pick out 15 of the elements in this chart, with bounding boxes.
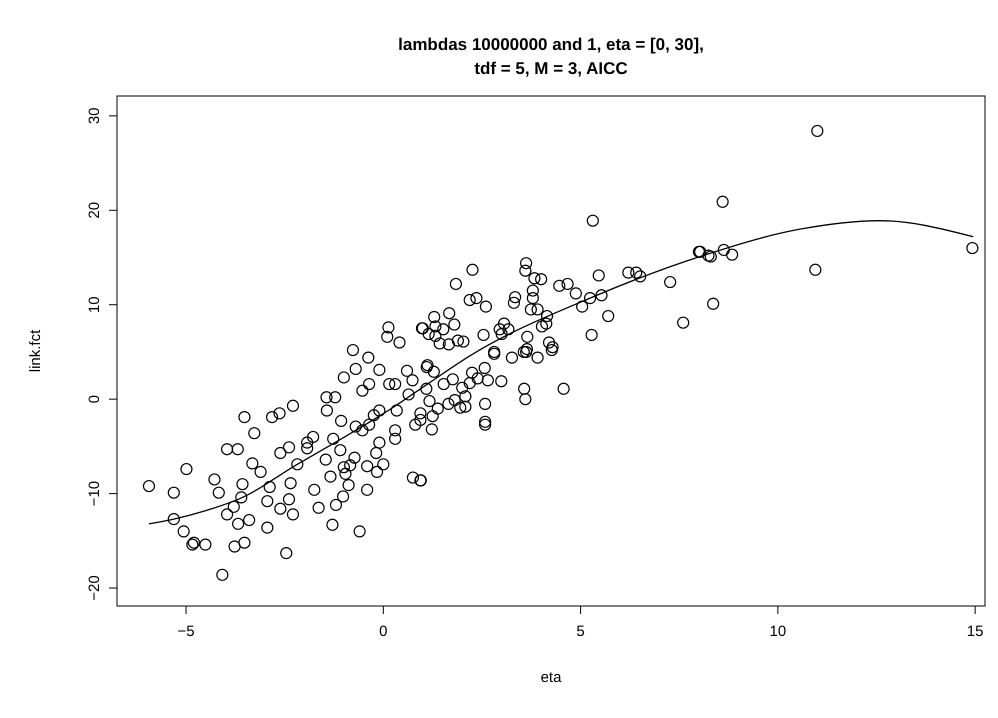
y-tick-label: 0 (86, 394, 103, 404)
y-tick-label: 30 (86, 107, 103, 124)
x-tick-label: 5 (576, 623, 585, 640)
y-tick-label: −10 (86, 480, 103, 506)
y-axis-title: link.fct (27, 328, 44, 372)
x-tick-label: −5 (177, 623, 195, 640)
y-tick-label: 10 (86, 296, 103, 314)
line-series (148, 220, 974, 524)
x-tick-label: 0 (379, 623, 388, 640)
y-tick-label: 20 (86, 202, 103, 219)
x-axis-title: eta (540, 669, 562, 686)
y-tick-label: −20 (86, 575, 103, 601)
x-tick-label: 10 (770, 623, 786, 640)
chart-title: lambdas 10000000 and 1, eta = [0, 30], tdf = 5, M = 3, AICC (398, 35, 704, 78)
x-tick-label: 15 (966, 623, 984, 640)
